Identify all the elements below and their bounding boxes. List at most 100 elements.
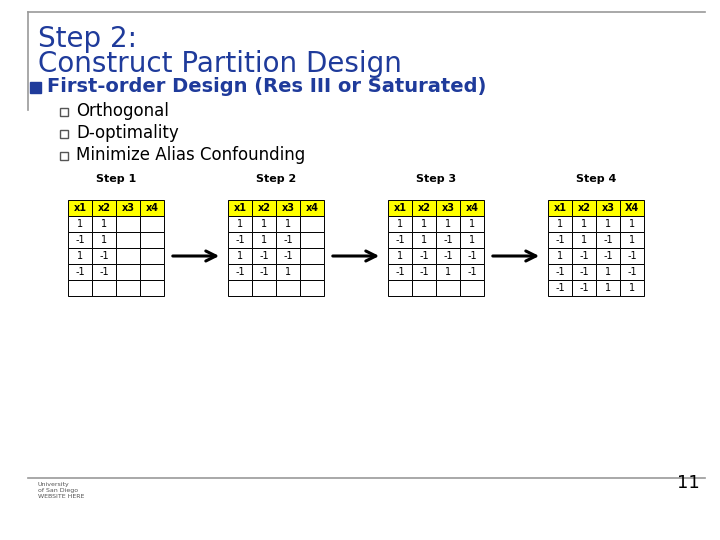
Text: 1: 1 <box>421 235 427 245</box>
Bar <box>596 264 620 280</box>
Text: -1: -1 <box>444 235 453 245</box>
Text: Step 1: Step 1 <box>96 174 136 184</box>
Text: -1: -1 <box>283 235 293 245</box>
Bar <box>388 200 412 216</box>
Text: 1: 1 <box>557 251 563 261</box>
Text: x4: x4 <box>305 203 318 213</box>
Bar <box>92 200 116 216</box>
Text: x1: x1 <box>394 203 407 213</box>
Bar <box>460 216 484 232</box>
Text: x3: x3 <box>122 203 135 213</box>
Bar <box>572 232 596 248</box>
Bar <box>228 216 252 232</box>
Bar <box>460 200 484 216</box>
Bar <box>276 264 300 280</box>
Bar <box>68 232 92 248</box>
Text: 1: 1 <box>469 219 475 229</box>
Text: x1: x1 <box>554 203 567 213</box>
Text: 1: 1 <box>581 219 587 229</box>
Bar <box>388 280 412 296</box>
Bar <box>300 264 324 280</box>
Bar <box>228 280 252 296</box>
Bar <box>548 264 572 280</box>
Bar <box>68 200 92 216</box>
Bar <box>412 200 436 216</box>
Bar <box>412 248 436 264</box>
Text: 1: 1 <box>445 267 451 277</box>
Bar <box>436 248 460 264</box>
Bar <box>388 248 412 264</box>
Text: 1: 1 <box>629 235 635 245</box>
Bar <box>620 200 644 216</box>
Bar <box>572 248 596 264</box>
Bar <box>300 232 324 248</box>
Bar <box>620 216 644 232</box>
Bar <box>228 232 252 248</box>
Text: 1: 1 <box>445 219 451 229</box>
Text: x2: x2 <box>418 203 431 213</box>
Bar <box>252 232 276 248</box>
Bar <box>140 264 164 280</box>
Bar <box>436 232 460 248</box>
Bar <box>572 200 596 216</box>
Text: x3: x3 <box>282 203 294 213</box>
Text: First-order Design (Res III or Saturated): First-order Design (Res III or Saturated… <box>47 77 487 96</box>
Text: 1: 1 <box>629 283 635 293</box>
Bar <box>116 280 140 296</box>
Text: 1: 1 <box>397 219 403 229</box>
Bar <box>572 280 596 296</box>
Bar <box>460 232 484 248</box>
Bar <box>116 264 140 280</box>
Bar <box>92 216 116 232</box>
Bar <box>276 200 300 216</box>
Bar <box>60 152 68 160</box>
Bar <box>116 248 140 264</box>
Bar <box>300 280 324 296</box>
Bar <box>252 200 276 216</box>
Text: 1: 1 <box>261 219 267 229</box>
Text: -1: -1 <box>555 267 564 277</box>
Bar <box>548 232 572 248</box>
Text: -1: -1 <box>395 267 405 277</box>
Text: -1: -1 <box>467 251 477 261</box>
Bar <box>276 248 300 264</box>
Bar <box>300 248 324 264</box>
Text: -1: -1 <box>579 267 589 277</box>
Bar <box>252 280 276 296</box>
Text: 1: 1 <box>469 235 475 245</box>
Bar <box>436 280 460 296</box>
Bar <box>596 200 620 216</box>
Bar <box>140 232 164 248</box>
Text: Step 2: Step 2 <box>256 174 296 184</box>
Text: -1: -1 <box>235 267 245 277</box>
Bar <box>252 248 276 264</box>
Bar <box>252 216 276 232</box>
Bar <box>116 200 140 216</box>
Bar <box>572 216 596 232</box>
Bar <box>276 232 300 248</box>
Bar <box>60 130 68 138</box>
Text: -1: -1 <box>419 267 429 277</box>
Bar <box>620 280 644 296</box>
Bar <box>140 248 164 264</box>
Text: 1: 1 <box>605 219 611 229</box>
Text: 1: 1 <box>629 219 635 229</box>
Text: -1: -1 <box>419 251 429 261</box>
Bar <box>388 232 412 248</box>
Bar <box>116 232 140 248</box>
Text: 1: 1 <box>77 251 83 261</box>
Text: 1: 1 <box>77 219 83 229</box>
Bar <box>620 232 644 248</box>
Text: Step 3: Step 3 <box>416 174 456 184</box>
Bar <box>460 280 484 296</box>
Bar <box>548 280 572 296</box>
Bar <box>460 248 484 264</box>
Bar <box>92 264 116 280</box>
Text: 1: 1 <box>101 235 107 245</box>
Text: x2: x2 <box>577 203 590 213</box>
Bar <box>596 248 620 264</box>
Bar <box>548 200 572 216</box>
Text: Minimize Alias Confounding: Minimize Alias Confounding <box>76 146 305 164</box>
Text: x3: x3 <box>601 203 614 213</box>
Text: -1: -1 <box>235 235 245 245</box>
